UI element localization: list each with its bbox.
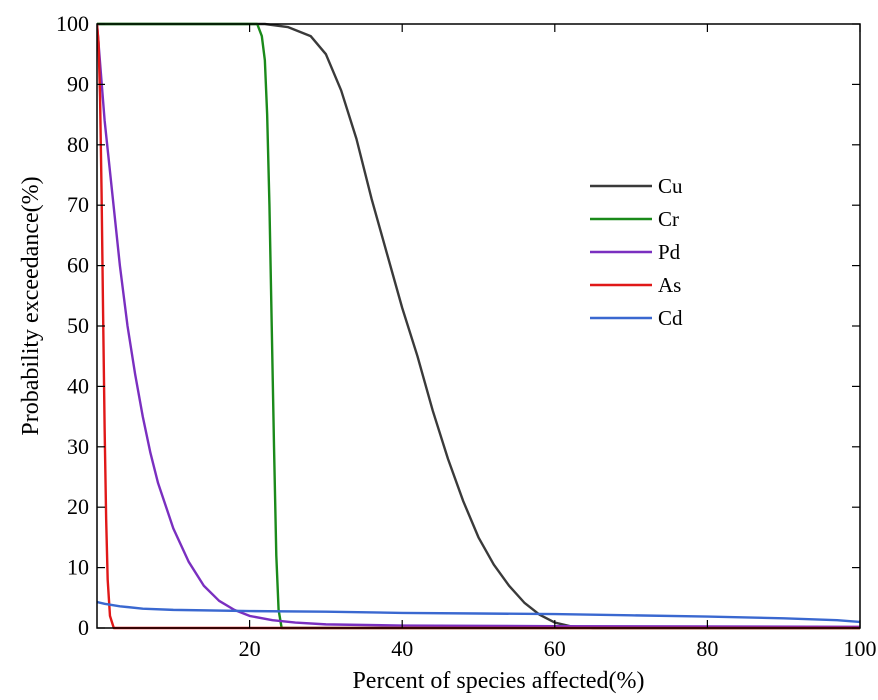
y-tick-label: 60 xyxy=(67,253,89,278)
y-tick-label: 30 xyxy=(67,434,89,459)
y-tick-label: 40 xyxy=(67,373,89,398)
x-axis-label: Percent of species affected(%) xyxy=(352,668,644,694)
y-tick-label: 80 xyxy=(67,132,89,157)
y-tick-label: 70 xyxy=(67,192,89,217)
legend-item-cd: Cd xyxy=(590,306,683,330)
series-line-cr xyxy=(97,22,860,630)
plot-series xyxy=(97,22,860,630)
y-axis: 0 10 20 30 40 50 60 70 80 90 100 xyxy=(56,11,860,640)
legend-item-pd: Pd xyxy=(590,240,681,264)
legend-label: Cd xyxy=(658,306,683,330)
x-tick-label: 40 xyxy=(391,636,413,661)
legend-label: Cu xyxy=(658,174,683,198)
legend-item-cr: Cr xyxy=(590,207,679,231)
series-line-cd xyxy=(97,600,860,624)
y-tick-label: 20 xyxy=(67,494,89,519)
series-line-cu xyxy=(97,22,860,630)
y-axis-label: Probability exceedance(%) xyxy=(18,176,44,435)
x-axis: 20 40 60 80 100 xyxy=(239,24,877,661)
legend: Cu Cr Pd As Cd xyxy=(590,174,683,330)
series-line-as xyxy=(97,23,860,630)
series-line-pd xyxy=(97,23,860,628)
x-tick-label: 80 xyxy=(696,636,718,661)
legend-item-cu: Cu xyxy=(590,174,683,198)
legend-label: As xyxy=(658,273,681,297)
y-tick-label: 10 xyxy=(67,555,89,580)
x-tick-label: 100 xyxy=(844,636,877,661)
legend-label: Pd xyxy=(658,240,681,264)
y-tick-label: 50 xyxy=(67,313,89,338)
y-tick-label: 100 xyxy=(56,11,89,36)
x-tick-label: 60 xyxy=(544,636,566,661)
legend-label: Cr xyxy=(658,207,679,231)
y-tick-label: 90 xyxy=(67,71,89,96)
x-tick-label: 20 xyxy=(239,636,261,661)
y-tick-label: 0 xyxy=(78,615,89,640)
legend-item-as: As xyxy=(590,273,681,297)
